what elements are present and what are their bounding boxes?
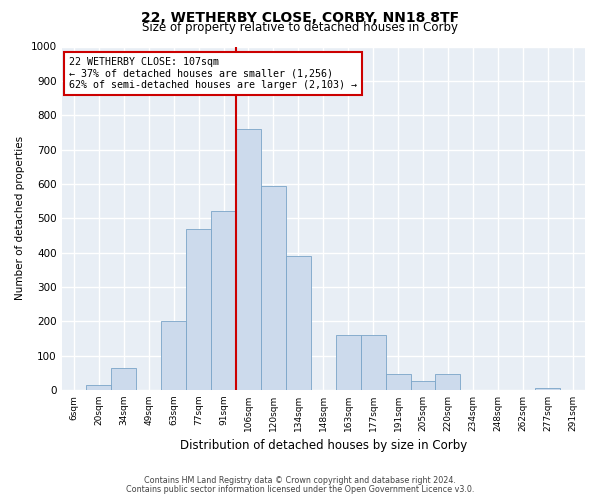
Bar	[86, 385, 112, 390]
Bar	[535, 388, 560, 390]
Bar	[186, 228, 211, 390]
Bar	[436, 374, 460, 390]
Bar	[286, 256, 311, 390]
Bar	[112, 368, 136, 390]
Y-axis label: Number of detached properties: Number of detached properties	[15, 136, 25, 300]
Bar	[336, 335, 361, 390]
Text: Contains public sector information licensed under the Open Government Licence v3: Contains public sector information licen…	[126, 484, 474, 494]
X-axis label: Distribution of detached houses by size in Corby: Distribution of detached houses by size …	[179, 440, 467, 452]
Text: 22 WETHERBY CLOSE: 107sqm
← 37% of detached houses are smaller (1,256)
62% of se: 22 WETHERBY CLOSE: 107sqm ← 37% of detac…	[70, 57, 358, 90]
Bar	[236, 129, 261, 390]
Bar	[410, 382, 436, 390]
Bar	[386, 374, 410, 390]
Bar	[361, 335, 386, 390]
Bar	[161, 321, 186, 390]
Text: Contains HM Land Registry data © Crown copyright and database right 2024.: Contains HM Land Registry data © Crown c…	[144, 476, 456, 485]
Bar	[211, 212, 236, 390]
Bar	[261, 186, 286, 390]
Text: Size of property relative to detached houses in Corby: Size of property relative to detached ho…	[142, 21, 458, 34]
Text: 22, WETHERBY CLOSE, CORBY, NN18 8TF: 22, WETHERBY CLOSE, CORBY, NN18 8TF	[141, 11, 459, 25]
